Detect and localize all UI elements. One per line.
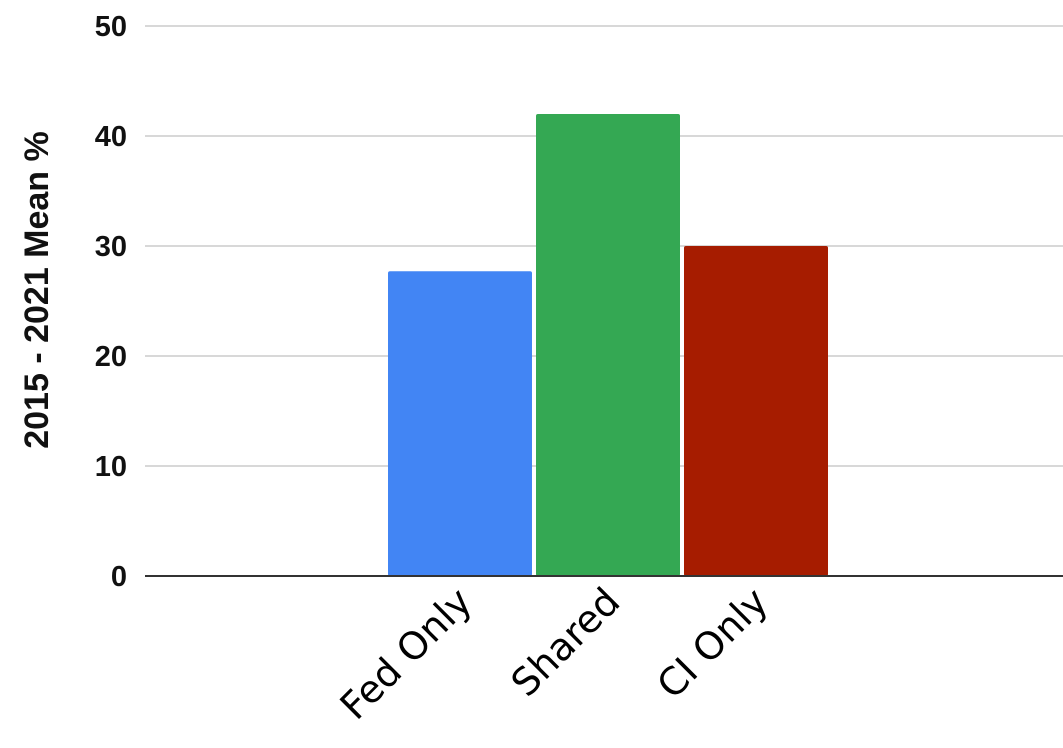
- y-axis-ticks: 0 10 20 30 40 50: [95, 11, 127, 593]
- bar-fed-only: [388, 271, 532, 576]
- y-tick-label: 30: [95, 231, 127, 263]
- y-tick-label: 0: [111, 561, 127, 593]
- x-tick-label: Shared: [503, 579, 629, 705]
- x-tick-label: Fed Only: [332, 579, 481, 728]
- bar-shared: [536, 114, 680, 576]
- y-axis-title: 2015 - 2021 Mean %: [18, 131, 56, 449]
- x-tick-label: CI Only: [648, 579, 776, 707]
- x-axis-labels: Fed Only Shared CI Only: [332, 579, 777, 728]
- y-tick-label: 20: [95, 341, 127, 373]
- bar-ci-only: [684, 246, 828, 576]
- y-tick-label: 40: [95, 121, 127, 153]
- bars: [388, 114, 828, 576]
- y-tick-label: 10: [95, 451, 127, 483]
- y-tick-label: 50: [95, 11, 127, 43]
